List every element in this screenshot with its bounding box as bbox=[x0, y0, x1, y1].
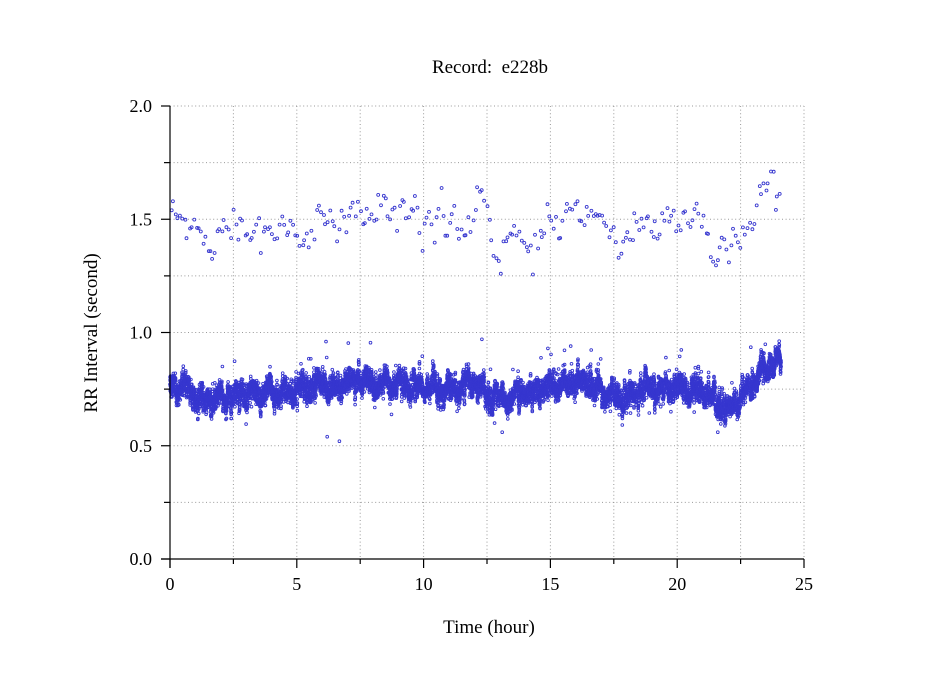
x-axis-label: Time (hour) bbox=[443, 617, 535, 638]
grid-lines bbox=[170, 105, 805, 559]
tick-marks bbox=[161, 105, 805, 568]
x-tick-label: 10 bbox=[415, 574, 433, 594]
x-tick-label: 0 bbox=[166, 574, 175, 594]
y-tick-label: 1.0 bbox=[130, 323, 153, 343]
y-tick-label: 0.0 bbox=[130, 549, 153, 569]
y-axis-label: RR Interval (second) bbox=[81, 253, 102, 412]
scatter-points-normal-rr bbox=[168, 337, 783, 444]
x-tick-label: 20 bbox=[668, 574, 686, 594]
y-tick-label: 2.0 bbox=[130, 96, 153, 116]
x-tick-label: 25 bbox=[795, 574, 813, 594]
chart-title: Record: e228b bbox=[432, 57, 548, 78]
scatter-points-long-rr bbox=[169, 169, 782, 277]
tick-labels: 0 5 10 15 20 25 0.0 0.5 1.0 1.5 2.0 bbox=[130, 96, 814, 594]
x-tick-label: 15 bbox=[541, 574, 559, 594]
x-tick-label: 5 bbox=[292, 574, 301, 594]
axes bbox=[161, 106, 804, 568]
y-tick-label: 0.5 bbox=[130, 436, 153, 456]
y-tick-label: 1.5 bbox=[130, 209, 153, 229]
